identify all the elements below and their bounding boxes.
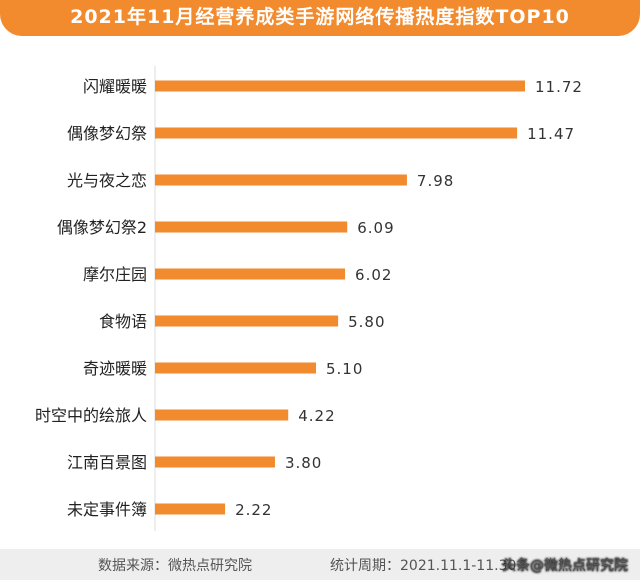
value-label: 7.98 [417, 172, 454, 190]
value-label: 5.10 [326, 360, 363, 378]
category-label: 闪耀暖暖 [83, 77, 147, 96]
bar [155, 127, 518, 139]
bar [155, 221, 348, 233]
value-label: 5.80 [348, 313, 385, 331]
category-label: 食物语 [99, 312, 147, 331]
category-label: 偶像梦幻祭2 [57, 218, 147, 237]
value-label: 11.47 [527, 125, 575, 143]
stat-period: 统计周期：2021.11.1-11.30 [330, 558, 517, 574]
bar [155, 503, 226, 515]
bar-chart: 闪耀暖暖 11.72 偶像梦幻祭 11.47 光与夜之恋 7.98 偶像梦幻祭2 6.09 摩尔… [35, 66, 583, 531]
value-label: 11.72 [535, 78, 583, 96]
bars-group: 闪耀暖暖 11.72 偶像梦幻祭 11.47 光与夜之恋 7.98 偶像梦幻祭2 6.09 摩尔… [35, 77, 583, 519]
category-label: 时空中的绘旅人 [35, 406, 147, 425]
category-label: 江南百景图 [67, 453, 147, 472]
footer: 数据来源：微热点研究院 统计周期：2021.11.1-11.30 头条@微热点研… [0, 549, 640, 580]
category-label: 摩尔庄园 [83, 265, 147, 284]
bar [155, 268, 346, 280]
chart-title: 2021年11月经营养成类手游网络传播热度指数TOP10 [70, 6, 570, 28]
bar [155, 456, 275, 468]
value-label: 6.02 [355, 266, 392, 284]
category-label: 奇迹暖暖 [83, 359, 147, 378]
category-label: 未定事件簿 [67, 500, 147, 519]
bar [155, 80, 525, 92]
value-label: 4.22 [298, 407, 335, 425]
bar [155, 174, 407, 186]
title-banner [0, 0, 640, 36]
bar [155, 315, 339, 327]
bar [155, 362, 317, 374]
category-label: 偶像梦幻祭 [67, 124, 147, 143]
data-source: 数据来源：微热点研究院 [98, 558, 252, 574]
value-label: 3.80 [285, 454, 322, 472]
watermark: 头条@微热点研究院 [502, 558, 628, 574]
value-label: 6.09 [357, 219, 394, 237]
category-label: 光与夜之恋 [67, 171, 147, 190]
bar [155, 409, 289, 421]
value-label: 2.22 [235, 501, 272, 519]
